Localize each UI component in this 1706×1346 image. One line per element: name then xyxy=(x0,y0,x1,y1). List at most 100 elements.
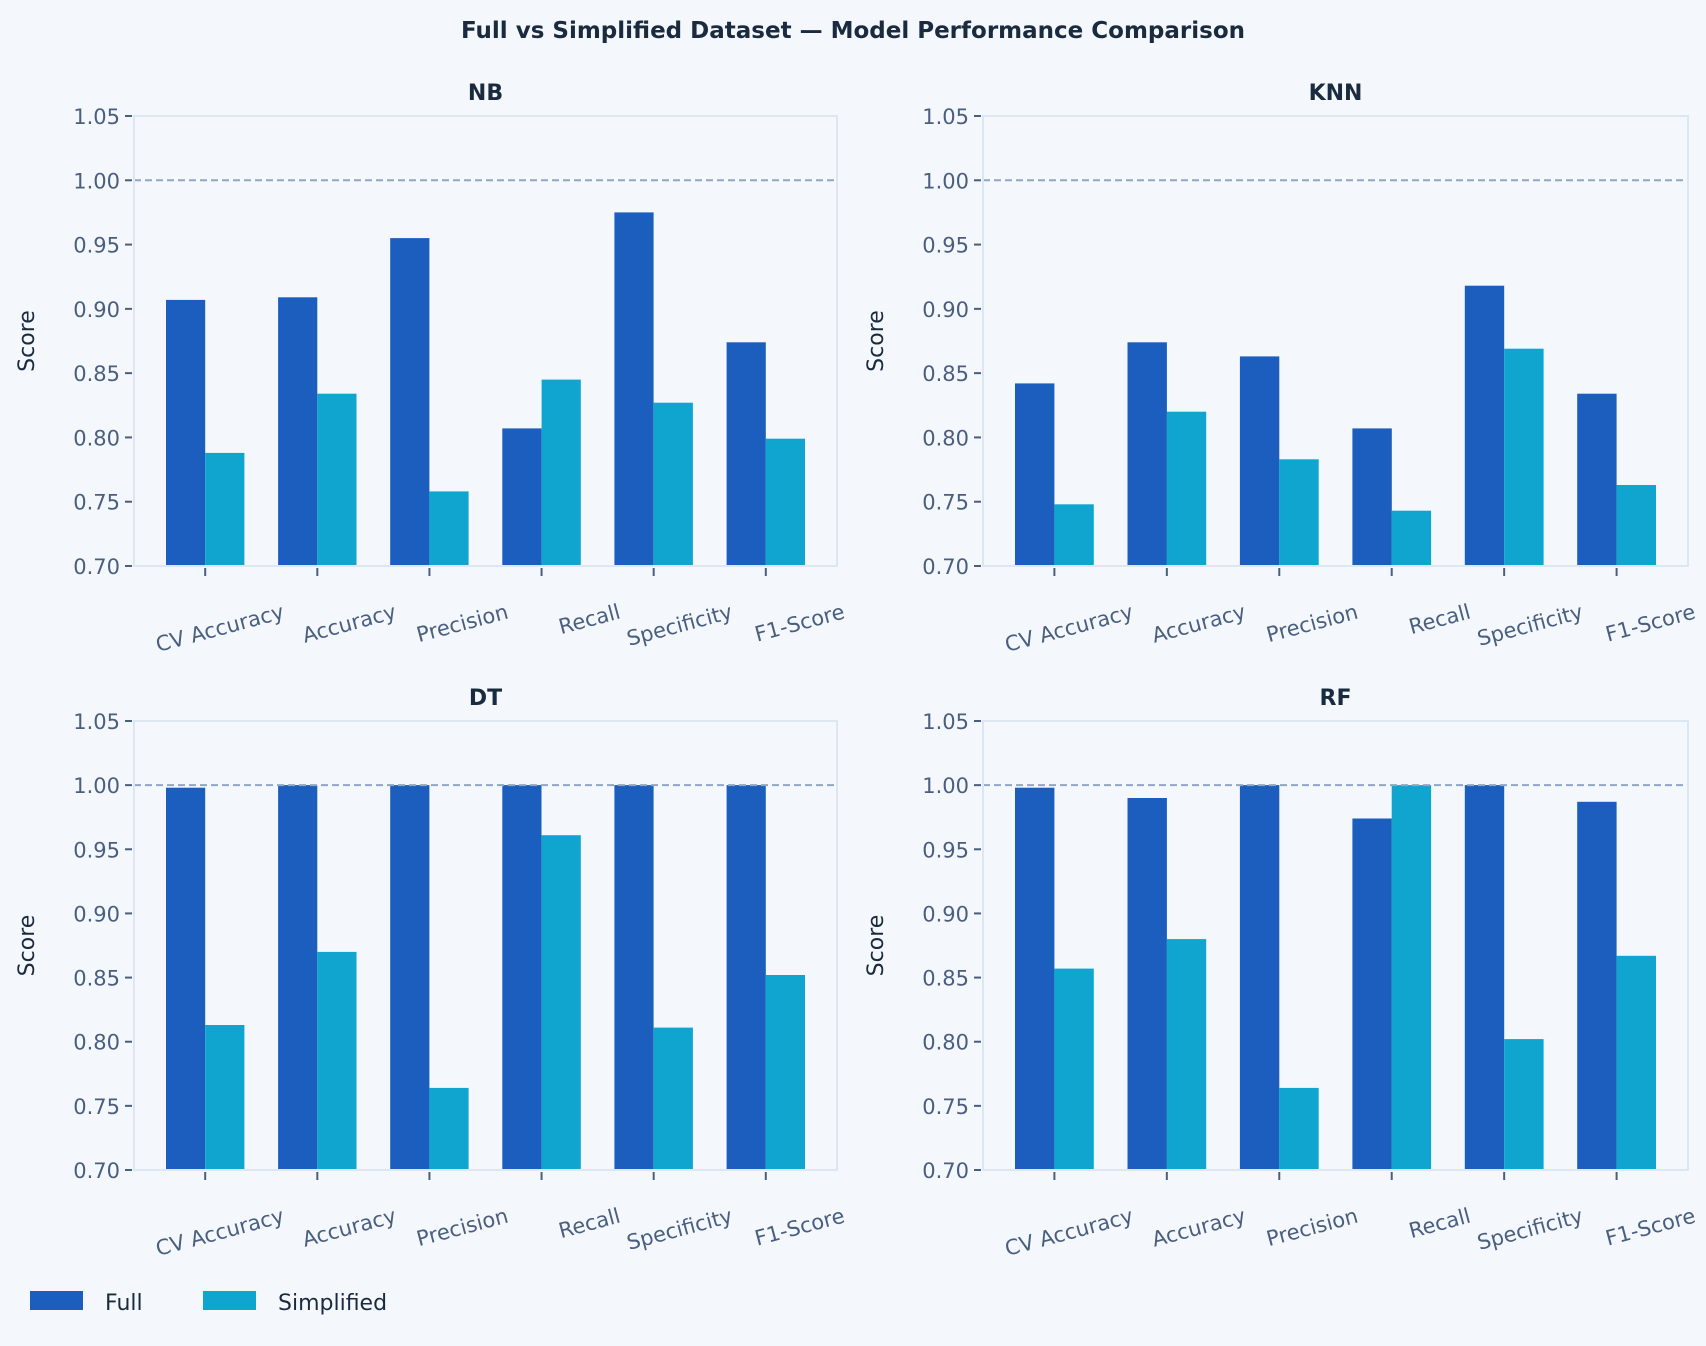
y-tick-label: 0.95 xyxy=(922,838,969,862)
y-tick-label: 0.70 xyxy=(922,1159,969,1183)
bar-full-accuracy xyxy=(1127,342,1167,566)
x-tick-label: Accuracy xyxy=(1149,1204,1248,1252)
bar-full-f1-score xyxy=(726,342,766,566)
y-tick-label: 0.75 xyxy=(922,491,969,515)
axes-frame xyxy=(982,115,1689,567)
x-tick-label: Recall xyxy=(556,600,623,639)
bar-simplified-specificity xyxy=(1504,1039,1544,1170)
bar-full-recall xyxy=(1352,428,1392,566)
bar-simplified-recall xyxy=(1391,510,1432,566)
bar-simplified-precision xyxy=(429,491,469,566)
x-tick-label: Recall xyxy=(556,1204,623,1243)
bar-full-specificity xyxy=(614,785,654,1170)
bar-simplified-cv-accuracy xyxy=(1054,968,1094,1170)
bar-simplified-accuracy xyxy=(1166,939,1207,1170)
bar-full-f1-score xyxy=(1577,801,1617,1170)
y-tick-label: 0.85 xyxy=(922,967,969,991)
x-tick-label: F1-Score xyxy=(752,1204,847,1251)
y-axis-label: Score xyxy=(15,310,40,372)
bar-simplified-specificity xyxy=(1504,348,1544,566)
bar-simplified-accuracy xyxy=(317,393,357,566)
legend: Full Simplified xyxy=(30,1291,387,1316)
legend-swatch xyxy=(30,1291,83,1310)
subplot-rf: RF 0.70 0.75 0.80 0.85 0.90 0.95 1.00 1.05 Score C… xyxy=(864,686,1698,1261)
bar-simplified-f1-score xyxy=(1616,485,1656,566)
y-tick-label: 0.85 xyxy=(73,967,120,991)
bar-full-cv-accuracy xyxy=(1015,787,1055,1170)
bar-full-cv-accuracy xyxy=(166,787,206,1170)
y-tick-label: 0.70 xyxy=(73,555,120,579)
subplot-nb: NB 0.70 0.75 0.80 0.85 0.90 0.95 1.00 1.05 Score C… xyxy=(15,81,847,657)
axes-frame xyxy=(133,720,838,1171)
bar-simplified-cv-accuracy xyxy=(205,452,245,566)
x-tick-label: F1-Score xyxy=(1603,600,1698,647)
x-tick-label: CV Accuracy xyxy=(153,600,286,657)
x-tick-label: Specificity xyxy=(624,1204,735,1255)
y-tick-label: 1.00 xyxy=(922,169,969,193)
bar-simplified-accuracy xyxy=(317,951,357,1170)
y-tick-label: 0.90 xyxy=(73,902,120,926)
subplot-dt: DT 0.70 0.75 0.80 0.85 0.90 0.95 1.00 1.05 Score C… xyxy=(15,686,847,1261)
x-tick-label: Precision xyxy=(1264,600,1361,647)
y-tick-label: 1.05 xyxy=(73,710,120,734)
bar-simplified-f1-score xyxy=(765,975,805,1170)
y-tick-label: 1.05 xyxy=(73,105,120,129)
x-tick-label: Accuracy xyxy=(300,600,399,648)
x-tick-label: Accuracy xyxy=(1149,600,1248,648)
bar-simplified-f1-score xyxy=(1616,955,1656,1170)
bar-simplified-recall xyxy=(541,379,581,566)
bar-simplified-specificity xyxy=(653,1027,693,1170)
y-tick-label: 0.75 xyxy=(73,1095,120,1119)
bar-simplified-precision xyxy=(1279,1087,1319,1170)
bar-simplified-precision xyxy=(1279,459,1319,566)
legend-label: Full xyxy=(105,1291,143,1316)
bar-simplified-accuracy xyxy=(1166,411,1207,566)
subplot-title: RF xyxy=(1320,686,1352,711)
x-tick-label: CV Accuracy xyxy=(1002,600,1135,657)
bar-full-specificity xyxy=(1464,785,1505,1170)
y-tick-label: 1.00 xyxy=(922,774,969,798)
bar-full-precision xyxy=(1239,785,1280,1170)
bar-full-recall xyxy=(502,428,542,566)
y-tick-label: 1.00 xyxy=(73,169,120,193)
bar-full-accuracy xyxy=(278,785,318,1170)
bar-simplified-recall xyxy=(1391,785,1432,1170)
bar-full-specificity xyxy=(1464,285,1505,566)
bar-simplified-recall xyxy=(541,835,581,1170)
y-tick-label: 0.75 xyxy=(73,491,120,515)
bar-full-precision xyxy=(390,785,430,1170)
y-tick-label: 1.05 xyxy=(922,105,969,129)
x-tick-label: Precision xyxy=(414,600,511,647)
y-axis-label: Score xyxy=(864,915,889,977)
legend-item-full: Full xyxy=(30,1291,143,1316)
bar-full-f1-score xyxy=(726,785,766,1170)
x-tick-label: Specificity xyxy=(1475,1204,1586,1255)
bar-full-specificity xyxy=(614,212,654,566)
y-tick-label: 0.80 xyxy=(73,426,120,450)
y-tick-label: 0.95 xyxy=(922,234,969,258)
bar-full-accuracy xyxy=(278,297,318,566)
legend-swatch xyxy=(203,1291,256,1310)
y-tick-label: 0.75 xyxy=(922,1095,969,1119)
bar-full-f1-score xyxy=(1577,393,1617,566)
axes-frame xyxy=(982,720,1689,1171)
bar-simplified-f1-score xyxy=(765,438,805,566)
bar-full-accuracy xyxy=(1127,798,1167,1170)
y-tick-label: 1.00 xyxy=(73,774,120,798)
figure-title: Full vs Simplified Dataset — Model Perfo… xyxy=(461,18,1245,44)
x-tick-label: Precision xyxy=(414,1204,511,1251)
legend-item-simplified: Simplified xyxy=(203,1291,387,1316)
bar-full-precision xyxy=(390,238,430,566)
x-tick-label: Accuracy xyxy=(300,1204,399,1252)
bar-full-precision xyxy=(1239,356,1280,566)
x-tick-label: Specificity xyxy=(1475,600,1586,651)
y-tick-label: 0.70 xyxy=(922,555,969,579)
x-tick-label: Recall xyxy=(1406,600,1473,639)
x-tick-label: F1-Score xyxy=(752,600,847,647)
x-tick-label: F1-Score xyxy=(1603,1204,1698,1251)
y-tick-label: 1.05 xyxy=(922,710,969,734)
y-tick-label: 0.80 xyxy=(922,426,969,450)
x-tick-label: Precision xyxy=(1264,1204,1361,1251)
bar-simplified-cv-accuracy xyxy=(205,1025,245,1170)
